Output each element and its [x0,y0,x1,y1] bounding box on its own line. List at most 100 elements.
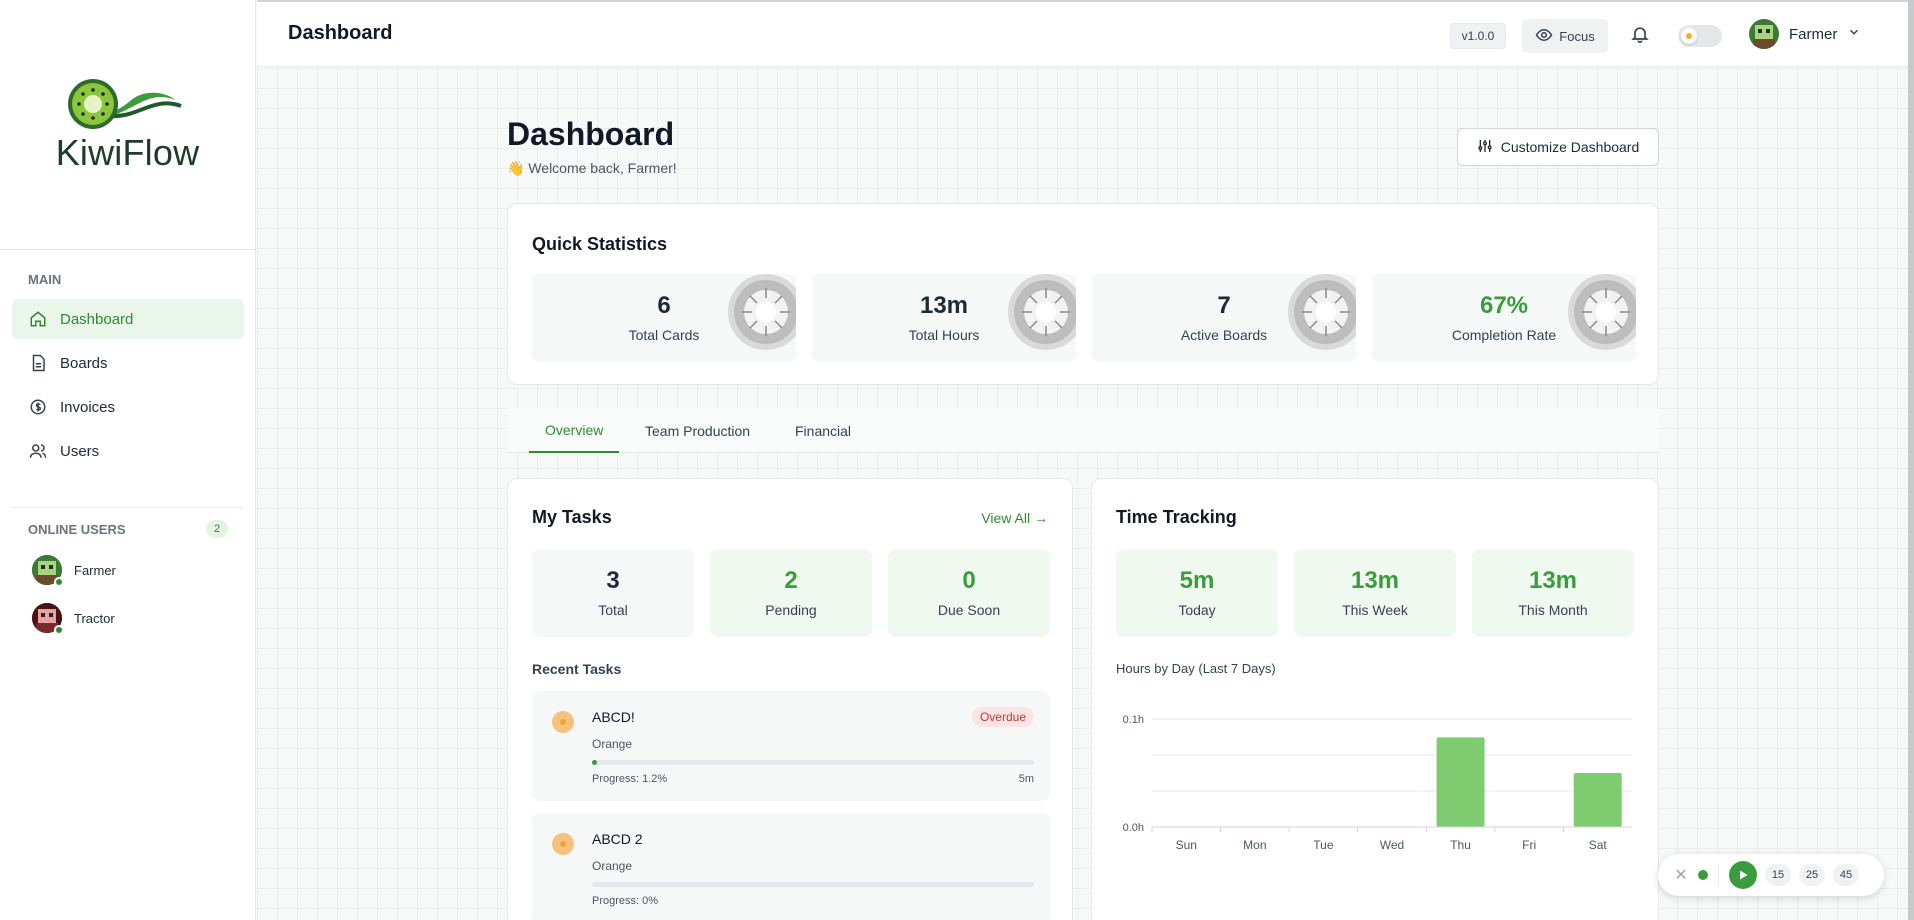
tab-overview[interactable]: Overview [529,408,620,453]
bell-icon[interactable] [1630,24,1650,49]
sidebar-item-invoices[interactable]: Invoices [12,387,244,427]
stat-completion-rate: 67% Completion Rate [1372,274,1636,362]
play-button[interactable] [1729,861,1757,889]
stat-label: This Month [1518,602,1588,618]
timer-divider [1718,864,1719,886]
kiwi-slice-icon [1568,274,1636,350]
focus-button[interactable]: Focus [1522,19,1608,53]
welcome-message: 👋 Welcome back, Farmer! [507,160,677,176]
pomodoro-timer-widget: ✕ 15 25 45 [1658,854,1884,896]
stat-label: Total Hours [908,327,980,343]
stat-value: 5m [1179,567,1215,594]
preset-15-button[interactable]: 15 [1765,864,1791,886]
card-title: My Tasks [532,507,612,527]
stat-total-cards: 6 Total Cards [532,274,796,362]
stat-value: 13m [919,292,969,319]
chart-y-tick-label: 0.0h [1123,822,1144,834]
online-user-tractor[interactable]: Tractor [0,594,256,642]
close-icon[interactable]: ✕ [1674,867,1688,884]
chart-bar [1573,773,1622,827]
home-icon [28,309,48,329]
task-item[interactable]: ABCD! Overdue Orange Progress: 1.2% 5m [532,691,1050,801]
play-icon [1740,870,1748,880]
preset-25-button[interactable]: 25 [1799,864,1825,886]
stat-label: Active Boards [1180,327,1268,343]
stat-total-hours: 13m Total Hours [812,274,1076,362]
stat-label: Due Soon [937,602,1001,618]
online-user-farmer[interactable]: Farmer [0,546,256,594]
sidebar-item-label: Boards [60,354,108,372]
sidebar-nav: MAIN Dashboard Boards Invoices Users [0,272,256,475]
status-dot-icon [1698,870,1708,880]
online-status-icon [54,625,64,635]
stat-value: 6 [657,292,671,319]
sidebar-item-boards[interactable]: Boards [12,343,244,383]
section-title-online: ONLINE USERS [28,521,126,537]
customize-dashboard-button[interactable]: Customize Dashboard [1457,128,1659,166]
orange-icon [552,711,574,733]
quick-statistics-card: Quick Statistics 6 Total Cards 13m Total… [507,203,1659,385]
time-stat-month: 13m This Month [1472,549,1634,637]
chart-x-tick-label: Tue [1313,838,1334,852]
chart-x-tick-label: Thu [1450,838,1471,852]
avatar [1749,19,1779,49]
card-title: Time Tracking [1116,507,1237,527]
dollar-icon [28,397,48,417]
document-icon [28,353,48,373]
stat-value: 0 [962,567,976,594]
stat-value: 3 [606,567,620,594]
sidebar-item-users[interactable]: Users [12,431,244,471]
preset-45-button[interactable]: 45 [1833,864,1859,886]
online-status-icon [54,577,64,587]
eye-icon [1535,26,1553,47]
task-progress-bar [592,760,1034,765]
sidebar-item-label: Invoices [60,398,116,416]
focus-label: Focus [1559,28,1595,44]
sliders-icon [1477,138,1493,157]
chart-x-tick-label: Mon [1243,838,1266,852]
sun-icon [1681,28,1697,44]
scrollbar[interactable] [1908,0,1914,920]
theme-toggle[interactable] [1678,25,1722,47]
stat-label: This Week [1342,602,1408,618]
online-user-name: Farmer [74,562,116,578]
kiwi-slice-icon [1008,274,1076,350]
task-stat-due-soon: 0 Due Soon [888,549,1050,637]
chart-title: Hours by Day (Last 7 Days) [1116,661,1276,676]
page-title: Dashboard [507,116,675,152]
stat-value: 2 [784,567,798,594]
time-tracking-card: Time Tracking 5m Today 13m This Week 13m… [1091,478,1659,920]
recent-tasks-title: Recent Tasks [532,661,622,677]
task-client: Orange [592,859,633,873]
chart-x-tick-label: Sat [1589,838,1608,852]
online-users: ONLINE USERS 2 Farmer Tractor [0,520,256,642]
task-name: ABCD! [592,709,635,725]
user-menu[interactable]: Farmer [1749,19,1861,49]
stat-value: 13m [1528,567,1578,594]
topbar-title: Dashboard [288,22,393,44]
tab-financial[interactable]: Financial [795,422,852,439]
task-stat-pending: 2 Pending [710,549,872,637]
task-stat-total: 3 Total [532,549,694,637]
chart-bar [1436,737,1485,827]
hours-by-day-chart: 0.1h 0.0h Sun Mon Tue Wed Thu Fri Sat [1123,714,1632,852]
version-badge: v1.0.0 [1450,23,1506,49]
sidebar-item-dashboard[interactable]: Dashboard [12,299,244,339]
task-progress-text: Progress: 0% [592,895,659,907]
user-name: Farmer [1789,25,1838,43]
tab-team-production[interactable]: Team Production [645,422,751,439]
stat-label: Total Cards [628,327,700,343]
my-tasks-card: My Tasks View All → 3 Total 2 Pending 0 … [507,478,1073,920]
kiwi-slice-icon [1288,274,1356,350]
task-time: 5m [1018,773,1034,785]
task-progress-bar [592,882,1034,887]
chart-x-tick-label: Wed [1380,838,1404,852]
view-all-link[interactable]: View All → [981,509,1048,526]
logo[interactable]: KiwiFlow [0,0,255,250]
task-item[interactable]: ABCD 2 Orange Progress: 0% [532,813,1050,920]
task-client: Orange [592,737,633,751]
topbar: Dashboard v1.0.0 Focus Farmer [257,0,1914,67]
stat-value: 13m [1350,567,1400,594]
sidebar-item-label: Users [60,442,100,460]
orange-icon [552,833,574,855]
